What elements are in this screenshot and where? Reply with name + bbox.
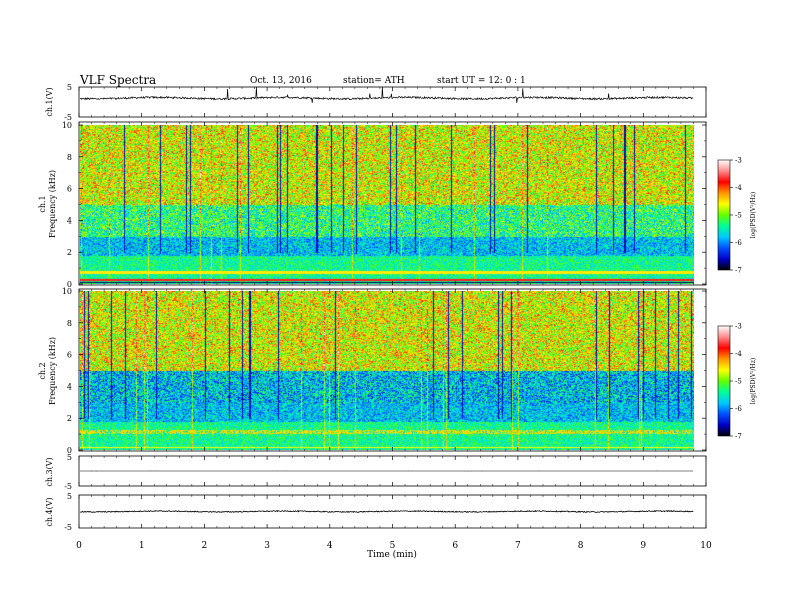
ch2-colorbar-label: log(PSD(V²/Hz) [750, 358, 757, 405]
ch4-ytick-top: 5 [67, 492, 72, 501]
ch2-colorbar: -3 -4 -5 -6 -7 log(PSD(V²/Hz) [717, 323, 757, 441]
ch4-waveform-ylabel: ch.4(V) [45, 497, 54, 526]
ch1-waveform-line [80, 86, 694, 104]
colorbar-tick-label: -7 [735, 433, 742, 441]
colorbar-tick-label: -3 [735, 157, 742, 165]
time-tick-label: 5 [390, 541, 396, 551]
freq-tick-label: 2 [67, 248, 72, 257]
start-time-label: start UT = 12: 0 : 1 [437, 76, 526, 86]
ch2-colorbar-ticks: -3 -4 -5 -6 -7 [730, 323, 742, 441]
ch1-colorbar-gradient [717, 159, 731, 271]
colorbar-tick-label: -6 [735, 405, 742, 413]
ch2-spectrogram-channel-label: ch.2 [38, 362, 47, 379]
ch1-spectrogram-panel: 0 2 4 6 8 10 ch.1 Frequency (kHz) [38, 121, 707, 289]
time-tick-label: 1 [139, 541, 145, 551]
time-tick-label: 2 [202, 541, 208, 551]
freq-tick-label: 4 [67, 216, 72, 225]
ch3-ytick-bottom: -5 [64, 482, 72, 491]
time-axis-ticks: 0 1 2 3 4 5 6 7 8 9 10 [76, 87, 712, 551]
ch3-waveform-panel: 5 -5 ch.3(V) [45, 453, 707, 491]
time-tick-label: 10 [700, 541, 712, 551]
ch2-spectrogram-yticks: 0 2 4 6 8 10 [62, 287, 706, 455]
freq-tick-label: 0 [67, 446, 72, 455]
colorbar-tick-label: -5 [735, 378, 742, 386]
ch2-spectrogram-panel: 0 2 4 6 8 10 ch.2 Frequency (kHz) [38, 287, 707, 455]
ch3-waveform-ylabel: ch.3(V) [45, 457, 54, 486]
figure-title: VLF Spectra [79, 73, 156, 87]
ch4-ytick-bottom: -5 [64, 523, 72, 532]
ch2-spectrogram-image [80, 291, 694, 450]
time-tick-label: 6 [452, 541, 458, 551]
colorbar-tick-label: -6 [735, 239, 742, 247]
time-tick-label: 8 [578, 541, 584, 551]
freq-tick-label: 6 [67, 351, 72, 360]
freq-tick-label: 10 [62, 121, 72, 130]
ch1-colorbar-ticks: -3 -4 -5 -6 -7 [730, 157, 742, 275]
colorbar-tick-label: -7 [735, 267, 742, 275]
freq-tick-label: 8 [67, 153, 72, 162]
colorbar-tick-label: -5 [735, 212, 742, 220]
ch1-ytick-top: 5 [67, 83, 72, 92]
freq-tick-label: 2 [67, 414, 72, 423]
ch1-spectrogram-channel-label: ch.1 [38, 195, 47, 212]
ch1-spectrogram-image [80, 125, 694, 284]
ch4-waveform-line [79, 509, 694, 513]
ch1-colorbar: -3 -4 -5 -6 -7 log(PSD(V²/Hz) [717, 157, 757, 275]
ch1-spectrogram-yticks: 0 2 4 6 8 10 [62, 121, 706, 289]
time-tick-label: 0 [76, 541, 82, 551]
time-tick-label: 7 [515, 541, 521, 551]
colorbar-tick-label: -3 [735, 323, 742, 331]
colorbar-tick-label: -4 [735, 184, 742, 192]
station-label: station= ATH [343, 76, 405, 86]
freq-tick-label: 10 [62, 287, 72, 296]
ch1-ytick-bottom: -5 [64, 113, 72, 122]
ch1-colorbar-label: log(PSD(V²/Hz) [750, 192, 757, 239]
ch2-colorbar-gradient [717, 325, 731, 437]
ch4-waveform-panel: 5 -5 ch.4(V) [45, 492, 707, 532]
time-tick-label: 3 [264, 541, 270, 551]
ch2-spectrogram-ylabel: Frequency (kHz) [48, 337, 57, 405]
ch1-waveform-panel: 5 -5 ch.1(V) [45, 83, 707, 122]
time-tick-label: 4 [327, 541, 333, 551]
ch1-waveform-frame [78, 86, 707, 118]
date-label: Oct. 13, 2016 [250, 76, 312, 86]
freq-tick-label: 0 [67, 280, 72, 289]
freq-tick-label: 4 [67, 382, 72, 391]
freq-tick-label: 8 [67, 319, 72, 328]
ch1-spectrogram-ylabel: Frequency (kHz) [48, 170, 57, 238]
time-tick-label: 9 [640, 541, 646, 551]
freq-tick-label: 6 [67, 185, 72, 194]
ch3-ytick-top: 5 [67, 453, 72, 462]
colorbar-tick-label: -4 [735, 350, 742, 358]
ch1-waveform-ylabel: ch.1(V) [45, 87, 54, 116]
time-axis-label: Time (min) [367, 549, 417, 560]
